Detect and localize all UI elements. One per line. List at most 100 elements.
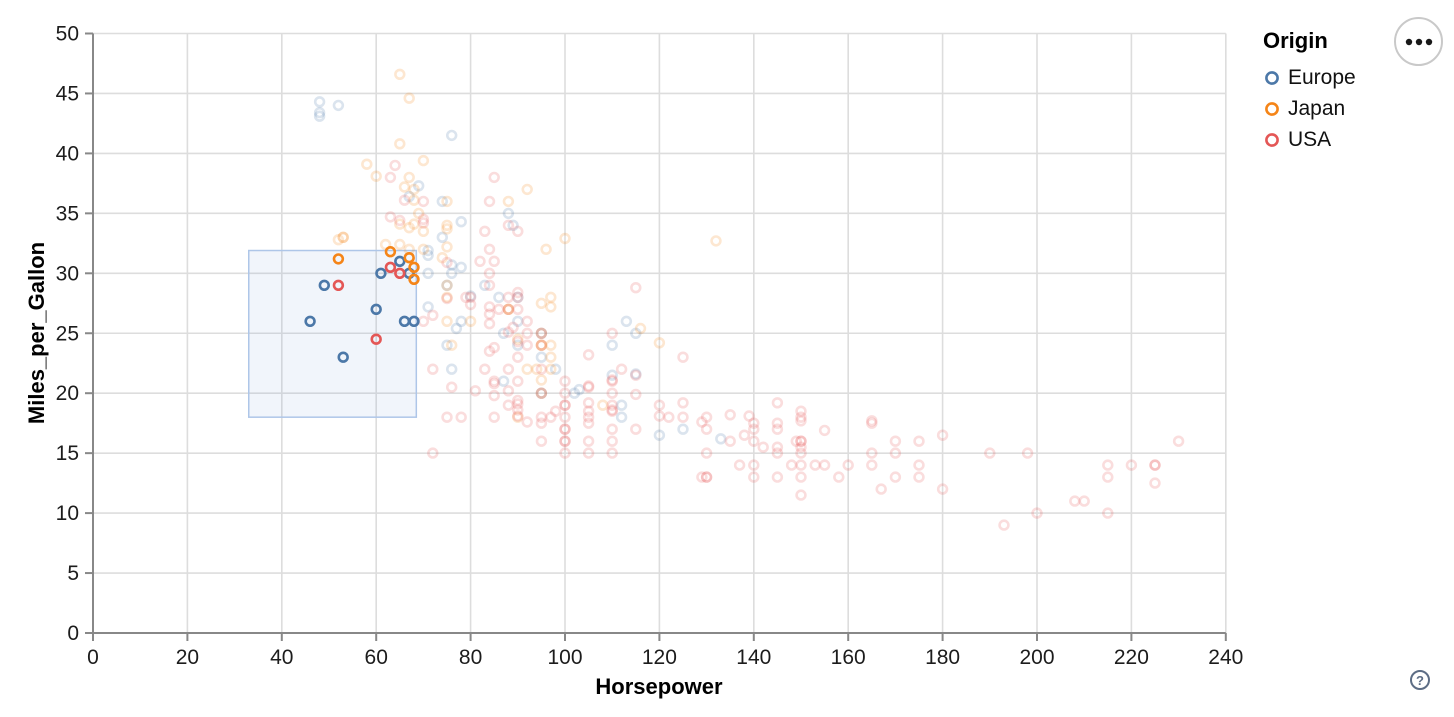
data-point[interactable] [545,339,557,351]
data-point[interactable] [502,303,515,315]
data-point[interactable] [663,411,675,423]
data-point[interactable] [512,398,524,410]
data-point[interactable] [441,223,453,235]
data-point[interactable] [488,341,500,354]
data-point[interactable] [332,234,345,246]
data-point[interactable] [488,375,500,387]
data-point[interactable] [512,339,524,351]
data-point[interactable] [559,411,571,423]
help-button[interactable]: ? [1409,669,1431,691]
data-point[interactable] [455,216,467,228]
data-point[interactable] [417,213,430,226]
data-point[interactable] [606,435,618,447]
data-point[interactable] [936,483,949,495]
data-point[interactable] [696,471,708,483]
data-point[interactable] [620,315,633,327]
data-point[interactable] [700,471,713,483]
data-point[interactable] [535,411,548,423]
data-point[interactable] [545,291,557,303]
data-point[interactable] [370,303,382,315]
data-point[interactable] [724,409,736,421]
data-point[interactable] [549,363,562,375]
data-point[interactable] [521,339,533,351]
data-point[interactable] [743,410,755,422]
data-point[interactable] [866,417,878,429]
data-point[interactable] [446,267,458,279]
data-point[interactable] [606,375,618,387]
data-point[interactable] [488,171,500,184]
data-point[interactable] [606,374,618,386]
data-point[interactable] [748,459,760,471]
data-point[interactable] [512,335,524,348]
data-point[interactable] [606,387,618,399]
data-point[interactable] [313,106,326,119]
data-point[interactable] [913,435,925,447]
data-point[interactable] [483,279,496,291]
data-point[interactable] [469,385,481,397]
data-point[interactable] [833,471,845,483]
data-point[interactable] [710,235,722,247]
data-point[interactable] [545,363,557,375]
data-point[interactable] [653,337,666,349]
data-point[interactable] [1102,507,1114,519]
data-point[interactable] [606,423,618,435]
data-point[interactable] [318,279,330,291]
data-point[interactable] [818,459,831,471]
data-point[interactable] [512,225,524,238]
data-point[interactable] [998,519,1010,531]
data-point[interactable] [332,99,345,112]
data-point[interactable] [582,397,595,409]
data-point[interactable] [394,238,406,251]
more-options-button[interactable] [1394,17,1443,66]
data-point[interactable] [913,471,925,483]
data-point[interactable] [408,194,420,206]
data-point[interactable] [413,180,425,192]
data-point[interactable] [653,410,666,422]
data-point[interactable] [771,423,784,435]
data-point[interactable] [582,405,595,417]
data-point[interactable] [455,261,467,273]
data-point[interactable] [483,318,496,330]
data-point[interactable] [748,417,760,429]
data-point[interactable] [512,315,524,327]
data-point[interactable] [512,404,524,416]
data-point[interactable] [479,225,491,238]
data-point[interactable] [403,252,415,264]
data-point[interactable] [332,279,345,291]
data-point[interactable] [582,417,595,429]
data-point[interactable] [535,387,548,399]
data-point[interactable] [464,290,477,302]
data-point[interactable] [606,405,618,417]
data-point[interactable] [677,411,689,423]
data-point[interactable] [913,459,925,471]
data-point[interactable] [535,417,548,429]
data-point[interactable] [653,429,666,441]
data-point[interactable] [521,363,533,375]
data-point[interactable] [422,301,434,313]
data-point[interactable] [889,471,902,483]
data-point[interactable] [535,435,548,447]
data-point[interactable] [606,327,618,339]
data-point[interactable] [771,447,784,459]
data-point[interactable] [653,399,666,411]
data-point[interactable] [361,158,373,170]
data-point[interactable] [1078,495,1090,507]
data-point[interactable] [332,253,345,265]
data-point[interactable] [748,471,760,483]
data-point[interactable] [795,415,807,427]
data-point[interactable] [337,231,349,244]
data-point[interactable] [771,471,784,483]
data-point[interactable] [441,256,453,269]
data-point[interactable] [790,435,802,447]
data-point[interactable] [559,399,571,411]
data-point[interactable] [582,381,595,393]
data-point[interactable] [795,471,807,483]
data-point[interactable] [394,138,406,150]
data-point[interactable] [559,435,571,447]
data-point[interactable] [582,411,595,423]
data-point[interactable] [700,447,713,459]
data-point[interactable] [483,301,496,313]
data-point[interactable] [441,339,453,351]
data-point[interactable] [582,435,595,447]
data-point[interactable] [559,447,571,459]
